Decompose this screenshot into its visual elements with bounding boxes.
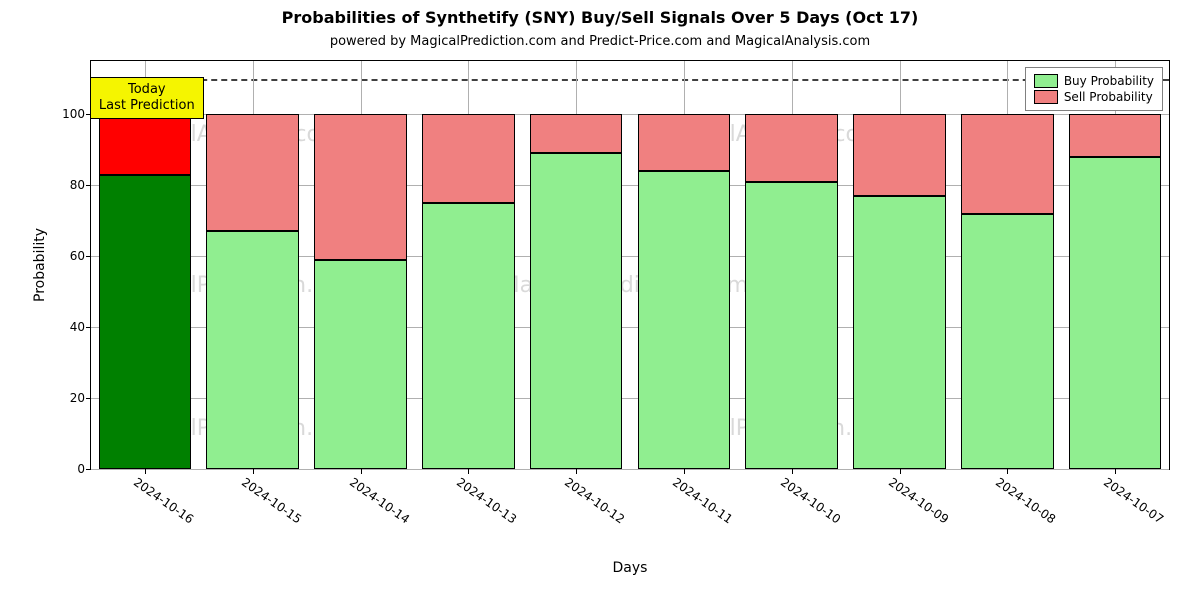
bar-sell [530,114,623,153]
xtick-mark [1007,469,1008,474]
x-axis-label: Days [90,560,1170,576]
bar-slot [745,61,838,469]
legend: Buy Probability Sell Probability [1025,67,1163,111]
bar-buy [853,196,946,469]
xtick-label: 2024-10-08 [993,475,1058,526]
bar-sell [853,114,946,196]
ytick-label: 40 [70,320,85,334]
ytick-mark [86,469,91,470]
bar-slot [422,61,515,469]
ytick-label: 80 [70,178,85,192]
bar-sell [314,114,407,259]
bar-slot [638,61,731,469]
legend-item: Buy Probability [1034,74,1154,88]
bar-buy [1069,157,1162,469]
xtick-label: 2024-10-16 [131,475,196,526]
bar-sell [206,114,299,231]
bar-buy [314,260,407,469]
bar-sell [745,114,838,181]
bar-slot [961,61,1054,469]
xtick-mark [145,469,146,474]
ytick-label: 60 [70,249,85,263]
bar-sell [961,114,1054,213]
bar-buy [961,214,1054,469]
bar-buy [530,153,623,469]
xtick-mark [792,469,793,474]
bar-slot [206,61,299,469]
bar-slot [99,61,192,469]
ytick-mark [86,327,91,328]
xtick-mark [576,469,577,474]
ytick-mark [86,398,91,399]
ytick-label: 0 [77,462,85,476]
legend-label: Sell Probability [1064,90,1153,104]
bar-sell [422,114,515,203]
xtick-label: 2024-10-07 [1101,475,1166,526]
xtick-mark [1115,469,1116,474]
xtick-label: 2024-10-14 [346,475,411,526]
xtick-mark [468,469,469,474]
plot-area: MagicalAnalysis.comMagicalAnalysis.comMa… [90,60,1170,470]
xtick-label: 2024-10-10 [778,475,843,526]
xtick-label: 2024-10-12 [562,475,627,526]
xtick-label: 2024-10-09 [885,475,950,526]
today-annotation: TodayLast Prediction [90,77,204,120]
legend-item: Sell Probability [1034,90,1154,104]
bar-buy [745,182,838,469]
bar-sell [638,114,731,171]
xtick-mark [900,469,901,474]
bar-buy [422,203,515,469]
bar-slot [314,61,407,469]
bar-buy [99,175,192,469]
bar-sell [99,114,192,174]
xtick-mark [253,469,254,474]
bar-sell [1069,114,1162,157]
legend-swatch [1034,74,1058,88]
legend-swatch [1034,90,1058,104]
xtick-mark [361,469,362,474]
bar-buy [638,171,731,469]
ytick-mark [86,256,91,257]
chart-subtitle: powered by MagicalPrediction.com and Pre… [0,34,1200,49]
legend-label: Buy Probability [1064,74,1154,88]
ytick-label: 100 [62,107,85,121]
xtick-label: 2024-10-13 [454,475,519,526]
y-axis-label: Probability [30,60,50,470]
bar-slot [853,61,946,469]
bar-slot [530,61,623,469]
xtick-label: 2024-10-11 [670,475,735,526]
xtick-mark [684,469,685,474]
bar-slot [1069,61,1162,469]
xtick-label: 2024-10-15 [239,475,304,526]
chart-title: Probabilities of Synthetify (SNY) Buy/Se… [0,8,1200,27]
figure: Probabilities of Synthetify (SNY) Buy/Se… [0,0,1200,600]
ytick-mark [86,185,91,186]
bar-buy [206,231,299,469]
ytick-label: 20 [70,391,85,405]
